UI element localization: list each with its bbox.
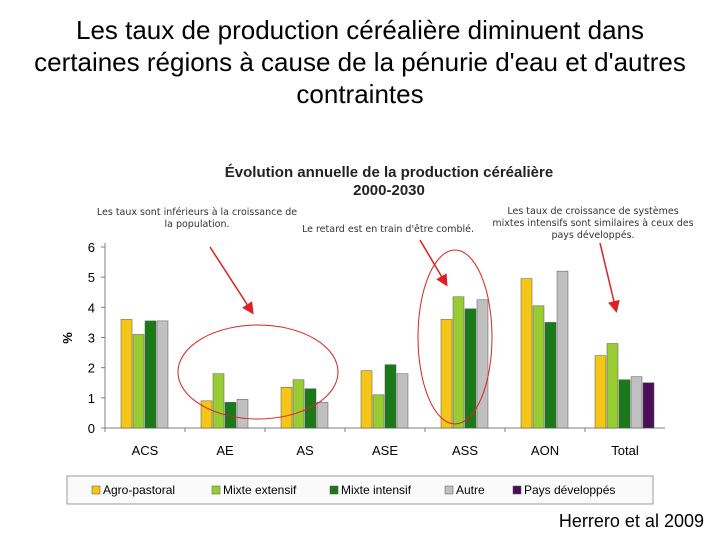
legend-swatch [512,485,522,495]
bar [606,343,619,429]
bar [200,400,213,429]
bar [132,334,145,429]
y-tick-label: 3 [88,331,95,346]
legend-label: Mixte intensif [341,483,412,497]
bar [520,278,533,429]
bar [556,270,569,429]
bar [384,364,397,429]
bar [544,322,557,429]
bar [316,402,329,429]
bar [304,388,317,429]
annotation-text: Le retard est en train d'être comblé. [302,224,474,235]
chart-subtitle: 2000-2030 [353,182,425,199]
annotation-arrow [599,242,620,313]
legend-label: Pays développés [524,483,615,497]
bar [280,387,293,429]
bar [594,355,607,429]
y-tick-label: 0 [88,421,95,436]
bar [212,373,225,429]
legend-swatch [91,485,101,495]
annotation-text: Les taux sont inférieurs à la croissance… [97,207,297,218]
bar [360,370,373,429]
bar [440,319,453,429]
legend-swatch [211,485,221,495]
legend-swatch [444,485,454,495]
x-tick-label: Total [611,443,639,458]
source-credit: Herrero et al 2009 [558,511,704,531]
bar [372,394,385,429]
annotation-arrow [419,239,448,287]
y-tick-label: 2 [88,361,95,376]
bar [630,376,643,429]
y-tick-label: 4 [88,300,95,315]
bar [476,299,489,429]
bar [236,399,249,429]
annotation-text: la population. [164,219,229,230]
bar [464,308,477,429]
bar [452,296,465,429]
annotation-text: Les taux de croissance de systèmes [507,206,678,217]
x-tick-label: AS [296,443,314,458]
y-axis-label: % [60,332,75,344]
x-tick-label: ASE [372,443,398,458]
highlight-circle [417,249,493,425]
bar [396,373,409,429]
legend-label: Agro-pastoral [103,483,175,497]
annotation-arrow [209,246,254,315]
legend-swatch [329,485,339,495]
bar [618,379,631,429]
bar [642,382,655,429]
slide-title: Les taux de production céréalière diminu… [34,15,686,109]
annotation-text: pays développés. [551,230,634,241]
bar [532,305,545,429]
chart-title: Évolution annuelle de la production céré… [225,164,553,181]
annotation-text: mixtes intensifs sont similaires à ceux … [492,218,693,229]
bar [120,319,133,429]
x-tick-label: AON [531,443,559,458]
bar [144,320,157,429]
x-tick-label: ACS [132,443,159,458]
bar [292,379,305,429]
y-tick-label: 6 [88,240,95,255]
y-tick-label: 1 [88,391,95,406]
legend-label: Mixte extensif [223,483,297,497]
highlight-circle [177,324,339,420]
y-tick-label: 5 [88,270,95,285]
bar [156,320,169,429]
x-tick-label: AE [216,443,234,458]
legend [66,475,654,505]
x-tick-label: ASS [452,443,478,458]
legend-label: Autre [456,483,485,497]
